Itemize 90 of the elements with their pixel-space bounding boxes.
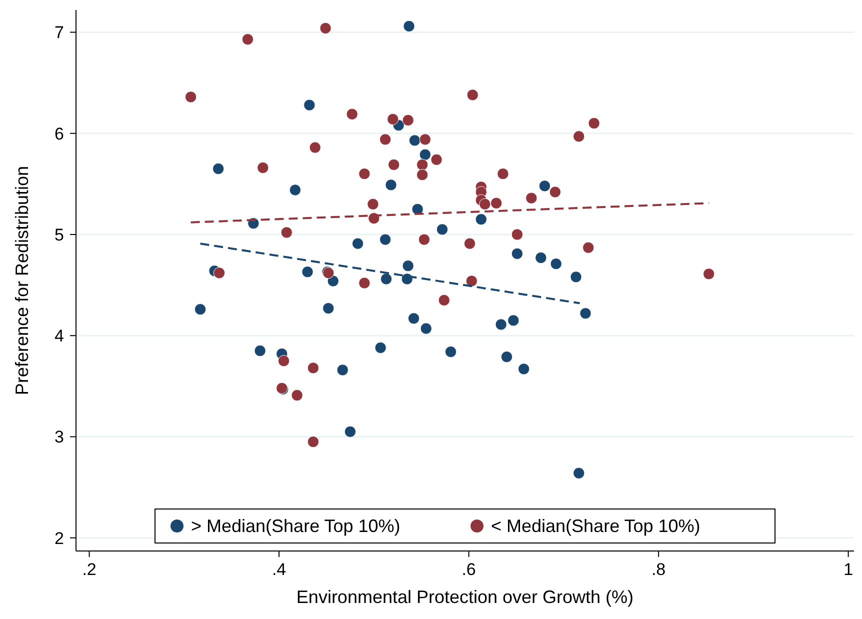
point: [497, 168, 509, 180]
point: [184, 91, 197, 103]
point: [368, 212, 380, 224]
point: [380, 273, 392, 285]
point: [302, 266, 314, 278]
point: [475, 213, 487, 226]
point: [444, 346, 457, 358]
point: [466, 89, 478, 101]
point: [403, 20, 415, 32]
point: [420, 322, 432, 334]
point: [374, 342, 386, 354]
x-tick-label: .2: [82, 560, 96, 579]
point: [213, 267, 226, 279]
point: [304, 99, 316, 111]
point: [242, 33, 254, 46]
y-tick-label: 7: [54, 23, 64, 42]
y-tick-label: 3: [54, 428, 64, 447]
point: [194, 303, 206, 316]
point: [702, 268, 715, 280]
point: [416, 168, 428, 181]
point: [538, 180, 551, 192]
point: [518, 363, 530, 375]
point: [402, 114, 414, 126]
point: [490, 197, 502, 209]
point: [418, 234, 430, 246]
y-axis-title: Preference for Redistribution: [12, 166, 32, 396]
point: [582, 242, 594, 254]
point: [466, 275, 478, 287]
point: [573, 467, 585, 479]
point: [385, 179, 397, 191]
point: [526, 192, 538, 204]
point: [408, 134, 421, 146]
point: [430, 154, 442, 166]
point: [535, 252, 547, 264]
point: [436, 224, 448, 236]
point: [322, 302, 334, 314]
x-tick-label: .6: [462, 560, 476, 579]
point: [320, 22, 332, 34]
point: [307, 362, 320, 374]
point: [352, 238, 364, 250]
legend-label: > Median(Share Top 10%): [191, 516, 400, 536]
point: [500, 350, 513, 363]
point: [327, 275, 339, 287]
point: [479, 198, 491, 210]
point: [416, 158, 428, 171]
point: [570, 271, 582, 283]
point: [511, 228, 524, 240]
point: [280, 226, 292, 238]
y-tick-label: 5: [54, 225, 64, 244]
x-axis-title: Environmental Protection over Growth (%): [296, 587, 634, 607]
point: [588, 117, 600, 130]
point: [309, 142, 321, 154]
point: [307, 436, 320, 448]
point: [278, 355, 290, 367]
point: [580, 308, 592, 320]
point: [402, 260, 414, 272]
point: [336, 364, 348, 376]
point: [419, 148, 431, 160]
point: [379, 234, 392, 246]
point: [367, 198, 379, 210]
point: [549, 186, 561, 198]
point: [464, 238, 476, 250]
point: [254, 344, 266, 357]
point: [379, 134, 392, 146]
point: [388, 158, 400, 171]
point: [358, 168, 370, 180]
x-tick-label: .4: [272, 560, 286, 579]
point: [358, 277, 370, 289]
point: [344, 426, 356, 438]
y-tick-label: 6: [54, 124, 64, 144]
x-tick-label: .8: [651, 560, 666, 579]
point: [495, 318, 507, 330]
point: [550, 258, 562, 270]
point: [289, 184, 302, 196]
point: [257, 162, 269, 174]
x-tick-label: 1: [844, 560, 854, 579]
point: [212, 162, 224, 175]
point: [291, 389, 303, 402]
point: [438, 294, 450, 306]
point: [573, 130, 585, 142]
point: [401, 273, 413, 285]
y-tick-label: 2: [54, 528, 64, 548]
point: [508, 314, 520, 326]
point: [511, 248, 524, 260]
point: [419, 134, 431, 146]
point: [346, 108, 358, 120]
y-tick-label: 4: [54, 326, 64, 346]
point: [408, 312, 420, 324]
legend-label: < Median(Share Top 10%): [491, 516, 700, 536]
point: [387, 113, 399, 126]
